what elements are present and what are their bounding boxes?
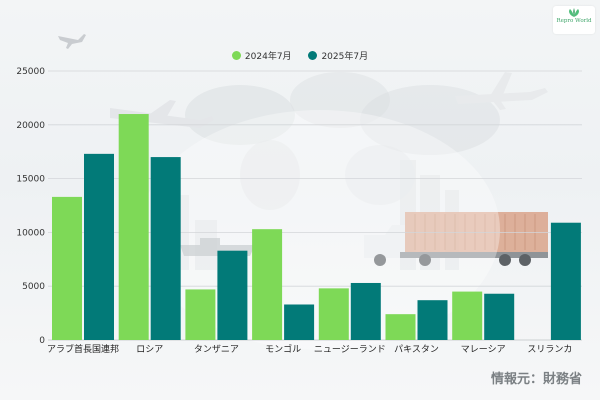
logo: Repro World [553,6,595,34]
y-tick-label: 10000 [16,228,45,238]
legend-item-2024: 2024年7月 [231,49,292,62]
legend: 2024年7月 2025年7月 [0,49,600,62]
bar-2025-8 [550,222,581,340]
bar-2025-6 [417,300,448,340]
x-tick-label: タンザニア [194,344,239,355]
airplane-icon [110,100,214,128]
bar-2024-4 [252,229,283,340]
bar-2024-2 [118,114,149,340]
bar-2025-3 [217,250,248,340]
bar-2025-2 [150,157,181,340]
legend-item-2025: 2025年7月 [308,49,368,62]
x-tick-label: ロシア [136,345,163,355]
bar-2025-4 [284,304,315,340]
bar-2024-6 [385,314,416,340]
logo-text: Repro World [556,18,592,24]
x-axis: アラブ首長国連邦 ロシア タンザニア モンゴル ニュージーランド パキスタン マレーシア スリ… [47,343,572,355]
y-tick-label: 15000 [16,175,45,185]
bar-2024-3 [185,289,216,340]
legend-dot-2024 [231,51,241,60]
bar-2025-7 [484,293,515,340]
bar-2025-1 [84,153,114,340]
x-tick-label: スリランカ [527,344,572,355]
x-tick-label: ニュージーランド [314,344,386,355]
y-tick-label: 25000 [16,67,45,77]
airplane-icon [58,34,86,49]
x-tick-label: パキスタン [394,344,439,355]
y-tick-label: 5000 [22,282,45,292]
x-tick-label: モンゴル [265,343,301,355]
y-tick-label: 0 [39,336,45,346]
legend-label-2024: 2024年7月 [244,52,292,62]
x-tick-label: マレーシア [461,345,506,355]
bar-2025-5 [350,282,381,340]
bar-2024-1 [52,196,82,340]
leaf-icon [569,8,579,17]
bar-2024-5 [318,288,349,340]
bars [52,114,581,340]
legend-label-2025: 2025年7月 [321,52,369,62]
y-tick-label: 20000 [16,121,45,131]
source-label: 情報元：財務省 [490,372,582,387]
bar-2024-7 [452,291,483,340]
x-tick-label: アラブ首長国連邦 [47,343,119,355]
y-axis: 0 5000 10000 15000 20000 25000 [16,67,45,346]
airplane-icon [455,72,548,110]
legend-dot-2025 [308,51,318,60]
